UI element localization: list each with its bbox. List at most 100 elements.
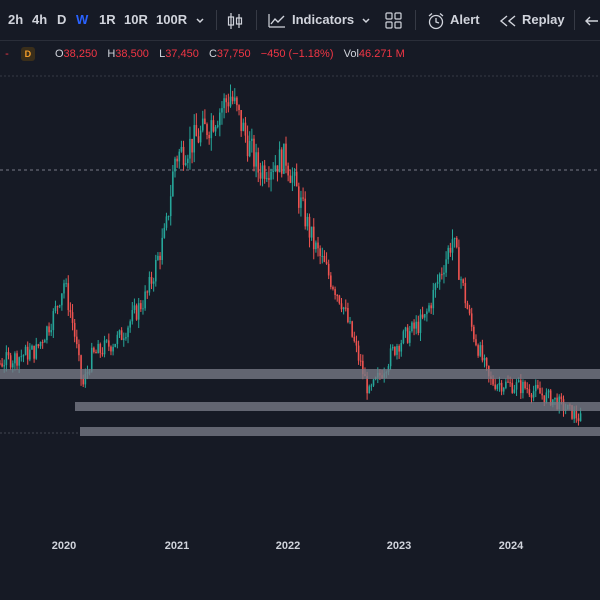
candle-body xyxy=(244,122,247,136)
candle-body xyxy=(357,345,360,361)
candle-body xyxy=(189,138,191,159)
candle-body xyxy=(485,357,488,366)
candle-body xyxy=(368,386,371,394)
alert-label: Alert xyxy=(450,12,480,27)
indicators-button[interactable]: Indicators xyxy=(268,0,354,40)
candle-body xyxy=(238,105,240,111)
candle-body xyxy=(71,312,74,323)
candle-body xyxy=(349,321,351,323)
templates-button[interactable] xyxy=(385,0,402,40)
candle-body xyxy=(178,151,181,162)
candle-body xyxy=(174,158,176,172)
candle-body xyxy=(453,237,456,240)
candle-body xyxy=(511,382,514,393)
candle-body xyxy=(517,380,520,383)
candle-body xyxy=(0,363,1,365)
indicators-dropdown[interactable] xyxy=(361,0,371,40)
interval-d[interactable]: D xyxy=(57,12,67,27)
candle-body xyxy=(263,165,266,180)
candle-body xyxy=(351,321,353,337)
candle-body xyxy=(219,112,221,126)
candle-body xyxy=(54,306,57,312)
candle-body xyxy=(415,321,418,329)
candle-body xyxy=(391,346,394,349)
candle-body xyxy=(460,279,462,281)
candle-body xyxy=(295,171,298,187)
interval-100r[interactable]: 100R xyxy=(156,12,188,27)
candle-body xyxy=(283,143,285,174)
candle-body xyxy=(449,247,452,253)
candle-body xyxy=(515,382,518,390)
undo-button[interactable] xyxy=(585,0,599,40)
candle-body xyxy=(236,97,238,106)
alert-button[interactable]: Alert xyxy=(427,0,480,40)
candle-body xyxy=(165,216,168,228)
candle-body xyxy=(56,306,59,308)
candle-body xyxy=(530,394,533,398)
candle-body xyxy=(172,171,174,197)
candle-body xyxy=(184,163,187,166)
candle-body xyxy=(330,275,332,287)
candle-body xyxy=(411,322,413,332)
candle-body xyxy=(509,382,511,384)
candle-body xyxy=(210,120,213,139)
candle-body xyxy=(43,340,46,343)
candle-body xyxy=(573,410,575,419)
candle-body xyxy=(3,365,6,367)
alarm-clock-icon xyxy=(428,12,444,29)
candle-body xyxy=(321,255,324,257)
candle-body xyxy=(18,357,20,366)
x-tick-2023: 2023 xyxy=(386,540,412,552)
chart-type-button[interactable] xyxy=(227,0,243,40)
candle-body xyxy=(300,197,302,208)
candle-body xyxy=(353,336,356,342)
candle-body xyxy=(197,136,200,143)
candle-body xyxy=(479,345,482,356)
indicators-label: Indicators xyxy=(292,12,355,27)
candle-body xyxy=(125,337,127,339)
support-zone-1[interactable] xyxy=(0,369,600,379)
candle-body xyxy=(554,397,556,400)
support-zone-2[interactable] xyxy=(75,402,600,411)
candle-body xyxy=(438,274,441,282)
candle-body xyxy=(502,387,505,392)
candle-body xyxy=(97,343,99,354)
support-zone-3[interactable] xyxy=(80,427,600,436)
interval-2h[interactable]: 2h xyxy=(8,12,24,27)
candle-body xyxy=(537,384,539,388)
interval-4h[interactable]: 4h xyxy=(32,12,48,27)
chevron-down-icon xyxy=(362,18,370,23)
replay-button[interactable]: Replay xyxy=(499,0,565,40)
candle-body xyxy=(455,237,458,248)
candle-body xyxy=(169,196,172,217)
toolbar-separator xyxy=(415,10,416,30)
candle-body xyxy=(180,146,183,152)
candle-body xyxy=(547,390,550,393)
candle-body xyxy=(163,227,166,238)
candle-body xyxy=(120,330,123,340)
candle-body xyxy=(447,247,450,260)
candle-body xyxy=(413,322,415,329)
candle-body xyxy=(265,178,268,180)
interval-10r[interactable]: 10R xyxy=(124,12,148,27)
candle-body xyxy=(285,143,287,166)
candle-body xyxy=(571,405,573,419)
candle-body xyxy=(105,340,108,342)
candle-body xyxy=(65,283,67,285)
candle-body xyxy=(302,197,304,199)
dividend-badge[interactable]: D xyxy=(20,47,35,61)
candle-body xyxy=(344,307,347,309)
interval-dropdown[interactable] xyxy=(195,0,205,40)
candle-body xyxy=(225,98,228,103)
candle-body xyxy=(191,138,193,153)
candle-body xyxy=(152,281,155,284)
interval-w[interactable]: W xyxy=(76,12,89,27)
candle-body xyxy=(80,355,82,380)
interval-1r[interactable]: 1R xyxy=(99,12,116,27)
candle-body xyxy=(543,395,546,403)
candle-body xyxy=(347,308,349,323)
candle-body xyxy=(370,385,373,387)
candle-body xyxy=(539,387,541,394)
candle-body xyxy=(14,353,16,364)
